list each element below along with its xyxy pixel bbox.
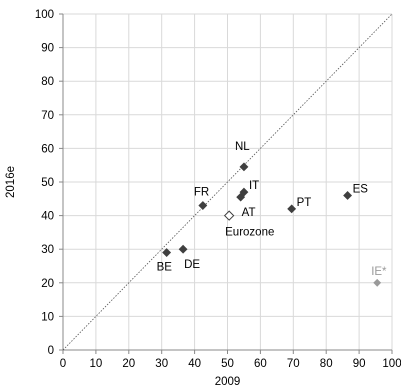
y-tick-label: 30	[41, 244, 54, 256]
data-point-de	[178, 244, 188, 254]
x-tick-label: 30	[155, 358, 168, 370]
x-tick-label: 60	[254, 358, 267, 370]
y-tick-label: 90	[41, 43, 54, 55]
data-label-fr: FR	[194, 187, 209, 199]
x-tick-label: 100	[382, 358, 401, 370]
data-point-nl	[239, 162, 249, 172]
x-tick-label: 90	[353, 358, 366, 370]
data-label-it: IT	[249, 180, 259, 192]
data-label-nl: NL	[235, 141, 250, 153]
data-label-de: DE	[184, 259, 200, 271]
x-axis-title: 2009	[215, 376, 241, 388]
y-tick-label: 10	[41, 311, 54, 323]
y-axis-title: 2016e	[5, 166, 17, 198]
data-point-at	[236, 192, 246, 202]
y-tick-label: 20	[41, 278, 54, 290]
data-point-eurozone	[223, 210, 235, 221]
data-label-eurozone: Eurozone	[225, 227, 274, 239]
x-tick-label: 80	[320, 358, 333, 370]
data-point-ie	[373, 278, 382, 287]
data-point-fr	[198, 201, 208, 210]
y-tick-label: 50	[41, 177, 54, 189]
data-label-be: BE	[157, 262, 173, 274]
diagonal-reference	[62, 13, 393, 351]
data-label-at: AT	[242, 207, 256, 219]
y-tick-label: 100	[35, 9, 54, 21]
data-point-pt	[287, 204, 297, 214]
data-points	[162, 162, 382, 287]
x-tick-label: 50	[221, 358, 234, 370]
data-label-ie: IE*	[371, 266, 387, 278]
x-tick-label: 40	[188, 358, 201, 370]
data-labels: NL FR IT AT PT ES Eurozone BE DE IE*	[157, 141, 387, 278]
data-label-pt: PT	[297, 197, 312, 209]
axes: 0 10 20 30 40 50 60 70 80 90 100 0 10 20 30 40 50 60 70 80 9…	[35, 9, 401, 370]
y-tick-label: 70	[41, 110, 54, 122]
x-tick-label: 70	[287, 358, 300, 370]
x-tick-label: 10	[90, 358, 103, 370]
y-tick-label: 80	[41, 76, 54, 88]
y-tick-label: 60	[41, 143, 54, 155]
x-tick-label: 0	[60, 358, 66, 370]
y-tick-label: 40	[41, 211, 54, 223]
diagonal-line	[62, 13, 393, 351]
data-point-es	[343, 191, 353, 200]
x-tick-label: 20	[122, 358, 135, 370]
data-point-be	[162, 248, 172, 257]
y-tick-label: 0	[48, 345, 54, 357]
data-label-es: ES	[353, 183, 369, 195]
